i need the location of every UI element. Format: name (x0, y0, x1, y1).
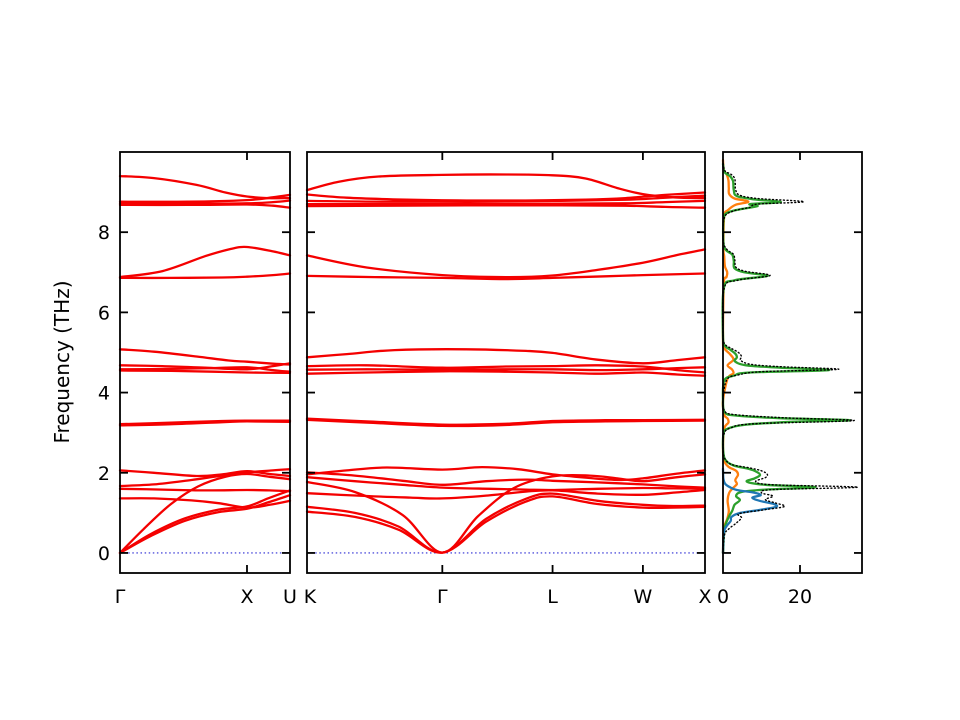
ytick-label: 2 (98, 463, 110, 485)
dos-curve-pdos-green (721, 162, 852, 555)
band-curve (118, 366, 292, 373)
ytick-label: 4 (98, 383, 110, 405)
kpoint-label: L (547, 586, 558, 608)
band-curve (305, 370, 707, 377)
band-curve (305, 418, 707, 428)
band-curve (118, 468, 292, 488)
ytick-label: 8 (98, 222, 110, 244)
band-curve (118, 362, 292, 371)
kpoint-label: U (283, 586, 297, 608)
kpoint-label: Γ (115, 586, 126, 608)
band-curve (305, 465, 707, 482)
band-curve (305, 348, 707, 365)
panel-frame-band-left (119, 151, 291, 574)
band-curve (118, 487, 292, 493)
dos-curve-pdos-blue (721, 467, 779, 555)
kpoint-label: X (698, 586, 711, 608)
band-curve (118, 272, 292, 280)
band-curve (118, 193, 292, 203)
kpoint-label: K (304, 586, 317, 608)
band-curve (305, 199, 707, 206)
band-curve (118, 174, 292, 200)
band-curve (118, 245, 292, 279)
kpoint-label: W (634, 586, 653, 608)
dos-curve-pdos-orange (721, 158, 750, 555)
band-curve (118, 494, 292, 555)
band-curve (118, 420, 292, 427)
band-curve (118, 469, 292, 478)
dos-xtick-label: 0 (717, 586, 729, 608)
kpoint-label: X (240, 586, 253, 608)
band-curve (305, 471, 707, 489)
band-curve (305, 364, 707, 374)
kpoint-label: Γ (437, 586, 448, 608)
band-curve (305, 173, 707, 200)
band-curve (118, 348, 292, 366)
band-curve (305, 495, 707, 554)
band-curve (305, 272, 707, 281)
band-curve (118, 203, 292, 209)
band-curve (305, 473, 707, 554)
band-curve (118, 369, 292, 375)
band-curve (118, 472, 292, 555)
band-curve (305, 488, 707, 500)
dos-xtick-label: 20 (788, 586, 812, 608)
band-curve (118, 497, 292, 509)
band-curve (305, 204, 707, 209)
ytick-label: 6 (98, 302, 110, 324)
band-curve (118, 489, 292, 555)
band-curve (305, 492, 707, 554)
band-curve (305, 476, 707, 492)
panel-frame-dos (722, 151, 863, 574)
panel-frame-band-middle (306, 151, 706, 574)
band-curve (118, 199, 292, 205)
band-curve (305, 248, 707, 279)
dos-curve-total-dos (721, 161, 859, 554)
ytick-label: 0 (98, 543, 110, 565)
